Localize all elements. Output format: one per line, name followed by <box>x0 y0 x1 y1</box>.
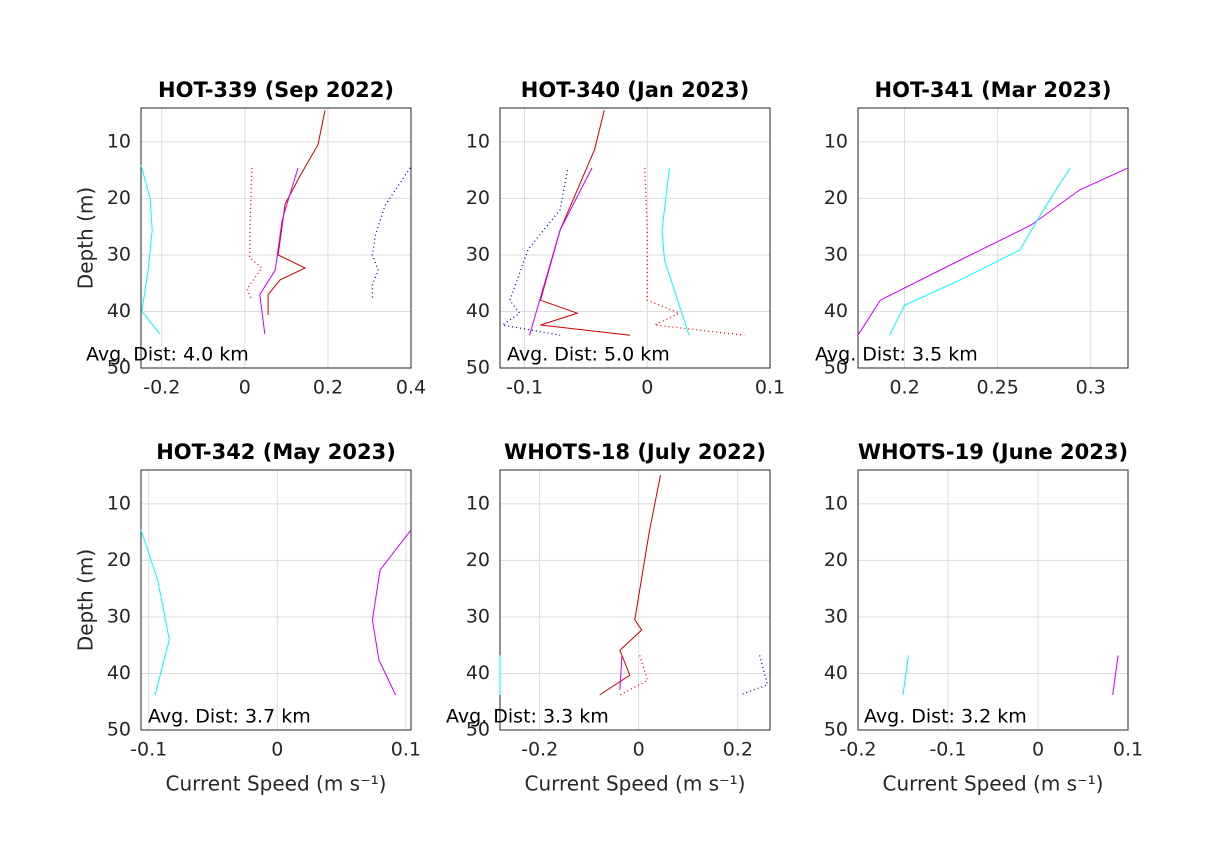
axes-border <box>140 107 412 369</box>
profile-line <box>140 164 161 335</box>
profile-line <box>371 529 412 696</box>
x-tick-label: 0.1 <box>1113 739 1143 761</box>
profile-line <box>259 167 299 335</box>
x-axis-label: Current Speed (m s⁻¹) <box>525 772 746 796</box>
x-tick-label: -0.2 <box>521 739 558 761</box>
axes-border <box>857 469 1129 731</box>
x-axis-label: Current Speed (m s⁻¹) <box>883 772 1104 796</box>
y-tick-label: 40 <box>824 300 848 322</box>
profile-line <box>140 529 170 696</box>
panel-title: HOT-340 (Jan 2023) <box>521 78 749 102</box>
panel-title: HOT-341 (Mar 2023) <box>875 78 1112 102</box>
y-tick-label: 10 <box>466 492 490 514</box>
y-tick-label: 10 <box>824 130 848 152</box>
profile-line <box>599 475 661 696</box>
y-tick-label: 30 <box>466 243 490 265</box>
axes-frame <box>857 469 1129 731</box>
y-tick-label: 20 <box>466 187 490 209</box>
x-tick-label: -0.1 <box>506 377 543 399</box>
y-tick-label: 50 <box>466 719 490 741</box>
y-tick-label: 50 <box>107 719 131 741</box>
profile-line <box>1112 655 1119 696</box>
y-tick-label: 20 <box>824 187 848 209</box>
panel-title: HOT-339 (Sep 2022) <box>158 78 394 102</box>
y-tick-label: 30 <box>824 605 848 627</box>
axes-border <box>857 107 1129 369</box>
x-tick-label: 0.2 <box>889 377 919 399</box>
y-tick-label: 10 <box>824 492 848 514</box>
x-tick-label: 0 <box>1032 739 1044 761</box>
y-tick-label: 10 <box>107 130 131 152</box>
panel-title: WHOTS-18 (July 2022) <box>504 440 766 464</box>
annotation: Avg. Dist: 3.7 km <box>148 706 311 728</box>
annotation: Avg. Dist: 4.0 km <box>86 344 249 366</box>
x-tick-label: 0 <box>271 739 283 761</box>
y-tick-label: 30 <box>824 243 848 265</box>
y-tick-label: 30 <box>466 605 490 627</box>
axes-frame <box>499 469 771 731</box>
x-tick-label: -0.2 <box>143 377 180 399</box>
x-tick-label: 0.1 <box>391 739 421 761</box>
y-tick-label: 50 <box>466 357 490 379</box>
x-tick-label: -0.2 <box>839 739 876 761</box>
y-tick-label: 50 <box>824 357 848 379</box>
x-tick-label: 0.1 <box>755 377 785 399</box>
y-axis-label: Depth (m) <box>74 187 98 289</box>
profile-line <box>661 167 690 336</box>
axes-border <box>140 469 412 731</box>
y-tick-label: 50 <box>824 719 848 741</box>
x-tick-label: 0 <box>641 377 653 399</box>
y-tick-label: 30 <box>107 243 131 265</box>
y-tick-label: 20 <box>107 549 131 571</box>
y-tick-label: 40 <box>824 662 848 684</box>
x-tick-label: 0.3 <box>1076 377 1106 399</box>
axes-frame <box>499 107 771 369</box>
axes-frame <box>140 107 412 369</box>
profile-line <box>371 167 411 301</box>
y-tick-label: 10 <box>466 130 490 152</box>
x-tick-label: 0.2 <box>723 739 753 761</box>
y-tick-label: 20 <box>824 549 848 571</box>
axes-frame <box>140 469 412 731</box>
y-tick-label: 20 <box>466 549 490 571</box>
annotation: Avg. Dist: 5.0 km <box>507 344 670 366</box>
profile-line <box>619 655 649 696</box>
x-tick-label: -0.1 <box>929 739 966 761</box>
profile-line <box>857 167 1129 336</box>
axes-frame <box>857 107 1129 369</box>
x-tick-label: 0.4 <box>396 377 426 399</box>
x-axis-label: Current Speed (m s⁻¹) <box>166 772 387 796</box>
profile-line <box>500 170 569 336</box>
y-axis-label: Depth (m) <box>74 549 98 651</box>
axes-border <box>499 107 771 369</box>
axes-border <box>499 469 771 731</box>
y-tick-label: 40 <box>466 300 490 322</box>
y-tick-label: 40 <box>107 662 131 684</box>
profile-line <box>889 167 1071 336</box>
profile-line <box>529 167 593 336</box>
profile-line <box>902 655 909 696</box>
y-tick-label: 50 <box>107 357 131 379</box>
annotation: Avg. Dist: 3.2 km <box>864 706 1027 728</box>
y-tick-label: 40 <box>107 300 131 322</box>
y-tick-label: 40 <box>466 662 490 684</box>
x-tick-label: 0 <box>239 377 251 399</box>
profile-line <box>539 110 631 336</box>
panel-title: WHOTS-19 (June 2023) <box>858 440 1128 464</box>
x-tick-label: 0 <box>633 739 645 761</box>
annotation: Avg. Dist: 3.5 km <box>815 344 978 366</box>
y-tick-label: 20 <box>107 187 131 209</box>
y-tick-label: 30 <box>107 605 131 627</box>
x-tick-label: 0.25 <box>976 377 1018 399</box>
annotation: Avg. Dist: 3.3 km <box>446 706 609 728</box>
panel-title: HOT-342 (May 2023) <box>156 440 396 464</box>
profile-line <box>619 655 623 690</box>
x-tick-label: 0.2 <box>313 377 343 399</box>
y-tick-label: 10 <box>107 492 131 514</box>
profile-line <box>267 110 326 315</box>
x-tick-label: -0.1 <box>130 739 167 761</box>
